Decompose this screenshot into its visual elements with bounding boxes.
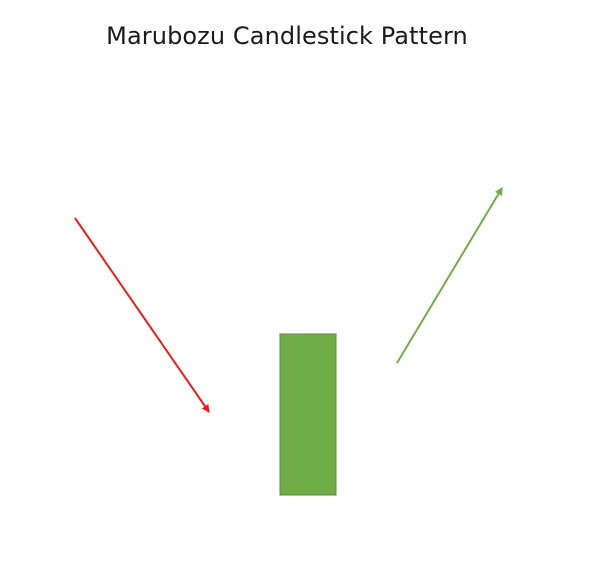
downtrend-arrow bbox=[74, 217, 210, 413]
marubozu-candle bbox=[279, 333, 337, 496]
uptrend-arrow bbox=[396, 187, 503, 364]
diagram-title: Marubozu Candlestick Pattern bbox=[106, 22, 468, 50]
